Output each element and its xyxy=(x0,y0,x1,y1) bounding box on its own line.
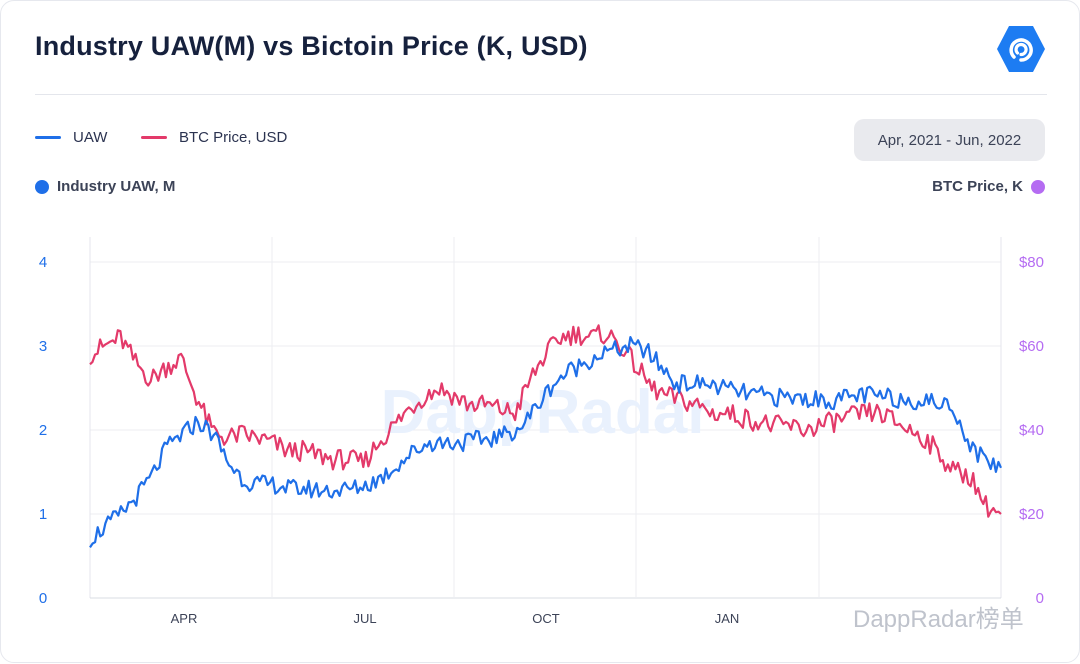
right-axis-title: BTC Price, K xyxy=(932,178,1045,195)
legend-label-uaw: UAW xyxy=(73,129,108,146)
footer-watermark: DappRadar榜单 xyxy=(853,606,1024,633)
right-tick-label: $40 xyxy=(1019,422,1044,439)
right-tick-label: $80 xyxy=(1019,254,1044,271)
btc-legend-swatch xyxy=(141,136,167,139)
chart-title: Industry UAW(M) vs Bictoin Price (K, USD… xyxy=(35,31,588,61)
x-axis-ticks: APR JUL OCT JAN xyxy=(171,611,740,626)
title-divider xyxy=(35,94,1047,95)
left-tick-label: 4 xyxy=(39,254,47,271)
btc-dot-icon xyxy=(1031,179,1045,194)
right-tick-label: 0 xyxy=(1036,590,1044,607)
x-tick-label: JUL xyxy=(353,611,376,626)
left-tick-label: 1 xyxy=(39,506,47,523)
right-axis-title-label: BTC Price, K xyxy=(932,178,1023,195)
uaw-dot-icon xyxy=(35,179,49,194)
left-axis-title-label: Industry UAW, M xyxy=(57,178,176,195)
uaw-line xyxy=(89,336,1003,549)
left-axis-title: Industry UAW, M xyxy=(35,178,175,195)
right-axis-ticks: $80 $60 $40 $20 0 xyxy=(1019,254,1044,607)
legend-item-btc[interactable]: BTC Price, USD xyxy=(141,129,287,146)
uaw-legend-swatch xyxy=(35,136,61,139)
btc-price-line xyxy=(89,324,1002,518)
left-tick-label: 2 xyxy=(39,422,47,439)
right-tick-label: $20 xyxy=(1019,506,1044,523)
x-tick-label: JAN xyxy=(715,611,740,626)
right-tick-label: $60 xyxy=(1019,338,1044,355)
legend-label-btc: BTC Price, USD xyxy=(179,129,288,146)
x-tick-label: OCT xyxy=(532,611,560,626)
left-axis-ticks: 4 3 2 1 0 xyxy=(39,254,47,607)
series-lines xyxy=(89,324,1003,549)
date-range-button[interactable]: Apr, 2021 - Jun, 2022 xyxy=(854,119,1045,161)
left-tick-label: 0 xyxy=(39,590,47,607)
left-tick-label: 3 xyxy=(39,338,47,355)
chart-grid xyxy=(89,237,1002,599)
legend-item-uaw[interactable]: UAW xyxy=(35,129,107,146)
dappradar-logo-icon xyxy=(997,26,1045,72)
x-tick-label: APR xyxy=(171,611,198,626)
